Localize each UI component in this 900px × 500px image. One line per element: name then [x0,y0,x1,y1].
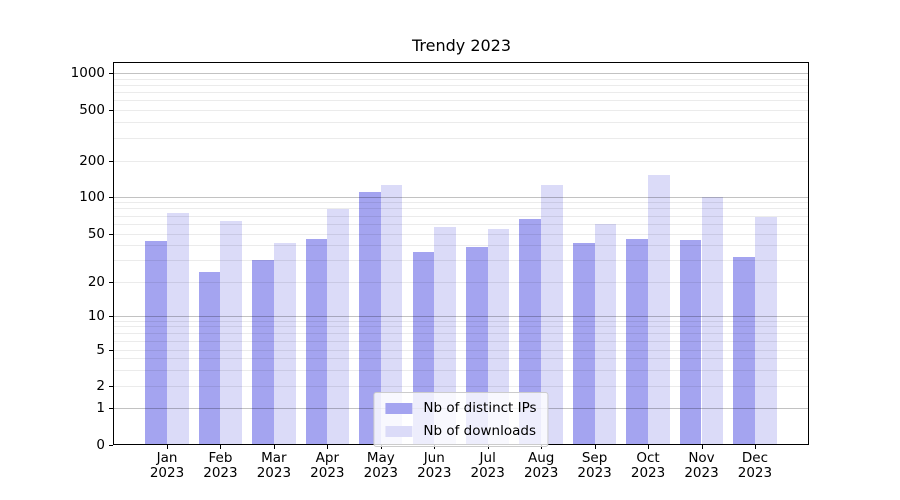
bar-jan-distinct-ips [145,241,167,445]
bar-mar-downloads [273,242,296,445]
bar-may-downloads [380,185,403,445]
bar-feb-distinct-ips [198,271,221,445]
bar-jul-downloads [487,229,510,445]
bar-feb-downloads [220,221,243,445]
bar-jun-downloads [434,226,456,445]
bar-dec-distinct-ips [733,256,755,445]
chart-title: Trendy 2023 [411,36,512,55]
bar-may-distinct-ips [359,191,381,445]
bar-apr-distinct-ips [305,239,328,445]
legend-item-distinct-ips: Nb of distinct IPs [385,400,537,416]
bar-apr-downloads [327,209,350,445]
bar-jan-downloads [167,213,189,445]
bar-aug-distinct-ips [519,218,542,445]
bar-dec-downloads [754,217,777,445]
legend: Nb of distinct IPs Nb of downloads [373,392,549,447]
bar-aug-downloads [541,185,563,445]
bar-mar-distinct-ips [252,260,274,445]
legend-item-downloads: Nb of downloads [385,423,536,439]
bar-oct-downloads [648,175,670,445]
bar-nov-downloads [701,196,724,445]
bar-sep-distinct-ips [572,242,595,445]
legend-label-downloads: Nb of downloads [423,423,536,439]
legend-swatch-downloads [385,425,413,437]
bar-nov-distinct-ips [679,240,702,445]
bar-oct-distinct-ips [626,239,649,445]
legend-swatch-distinct-ips [385,402,413,414]
legend-label-distinct-ips: Nb of distinct IPs [423,400,537,416]
bar-sep-downloads [594,223,617,445]
